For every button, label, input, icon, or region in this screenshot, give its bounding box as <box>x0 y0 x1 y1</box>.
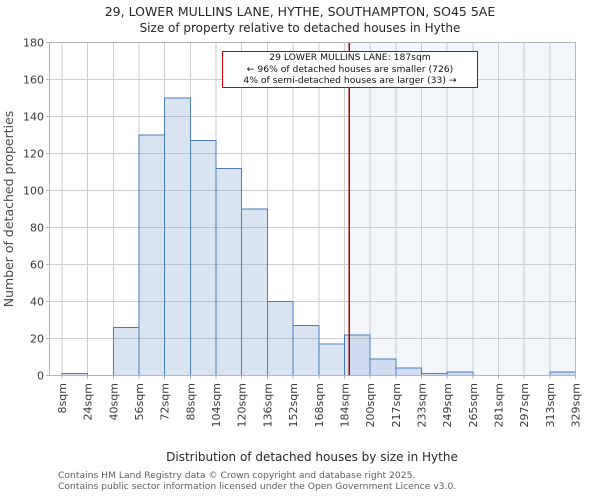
histogram-bar <box>395 367 422 377</box>
x-tick-label: 217sqm <box>390 383 403 427</box>
y-tick-label: 0 <box>37 370 44 383</box>
y-tick-label: 100 <box>23 185 44 198</box>
histogram-bar <box>215 167 243 376</box>
x-tick-label: 8sqm <box>56 383 69 413</box>
chart-subtitle: Size of property relative to detached ho… <box>139 21 461 35</box>
x-tick-label: 184sqm <box>338 383 351 427</box>
annotation-larger-stat: 4% of semi-detached houses are larger (3… <box>243 75 457 87</box>
x-tick-label: 281sqm <box>492 383 505 427</box>
x-tick-label: 88sqm <box>184 383 197 420</box>
y-tick-label: 20 <box>30 333 44 346</box>
x-tick-label: 72sqm <box>159 383 172 420</box>
histogram-bar <box>112 326 140 376</box>
x-tick-label: 120sqm <box>236 383 249 427</box>
footer-hmlr-line: Contains HM Land Registry data © Crown c… <box>58 470 416 481</box>
histogram-bar <box>369 358 397 377</box>
x-tick-label: 233sqm <box>415 383 428 427</box>
x-tick-label: 104sqm <box>210 383 223 427</box>
x-tick-label: 329sqm <box>570 383 583 427</box>
x-tick-label: 40sqm <box>107 383 120 420</box>
histogram-bar <box>164 97 191 376</box>
shaded-region <box>349 42 576 376</box>
x-tick-label: 249sqm <box>441 383 454 427</box>
x-tick-label: 136sqm <box>261 383 274 427</box>
histogram-bar <box>266 301 294 376</box>
x-tick-label: 168sqm <box>313 383 326 427</box>
x-axis-label: Distribution of detached houses by size … <box>166 450 458 464</box>
marker-annotation-box: 29 LOWER MULLINS LANE: 187sqm ← 96% of d… <box>222 51 478 88</box>
x-tick-label: 200sqm <box>364 383 377 427</box>
y-tick-label: 40 <box>30 296 44 309</box>
x-tick-label: 24sqm <box>82 383 95 420</box>
y-tick-label: 180 <box>23 37 44 50</box>
chart-header: 29, LOWER MULLINS LANE, HYTHE, SOUTHAMPT… <box>0 4 600 36</box>
histogram-plot: 0 20 40 60 80 100 120 140 160 180 8sqm 24sqm 40sqm 56… <box>1 37 583 465</box>
footer-ogl-line: Contains public sector information licen… <box>58 481 457 492</box>
license-footer: Contains HM Land Registry data © Crown c… <box>58 470 456 492</box>
y-tick-label: 140 <box>23 111 44 124</box>
chart-title: 29, LOWER MULLINS LANE, HYTHE, SOUTHAMPT… <box>104 4 496 19</box>
histogram-bar <box>292 325 320 376</box>
y-tick-label: 60 <box>30 259 44 272</box>
x-tick-label: 56sqm <box>133 383 146 420</box>
histogram-bar <box>549 371 577 376</box>
histogram-bar <box>446 371 474 376</box>
annotation-property-size: 29 LOWER MULLINS LANE: 187sqm <box>269 52 431 63</box>
histogram-bar <box>241 208 268 376</box>
plot-frame <box>49 42 576 376</box>
y-tick-label: 80 <box>30 222 44 235</box>
x-tick-label: 265sqm <box>467 383 480 427</box>
histogram-bar <box>343 334 371 376</box>
histogram-bar <box>138 134 166 376</box>
x-tick-label: 297sqm <box>518 383 531 427</box>
y-tick-label: 120 <box>23 148 44 161</box>
y-axis-label: Number of detached properties <box>1 111 16 308</box>
x-tick-label: 313sqm <box>544 383 557 427</box>
annotation-smaller-stat: ← 96% of detached houses are smaller (72… <box>246 63 454 75</box>
y-tick-label: 160 <box>23 74 44 87</box>
histogram-bar <box>318 343 345 376</box>
histogram-bar <box>189 140 217 376</box>
x-tick-label: 152sqm <box>287 383 300 427</box>
